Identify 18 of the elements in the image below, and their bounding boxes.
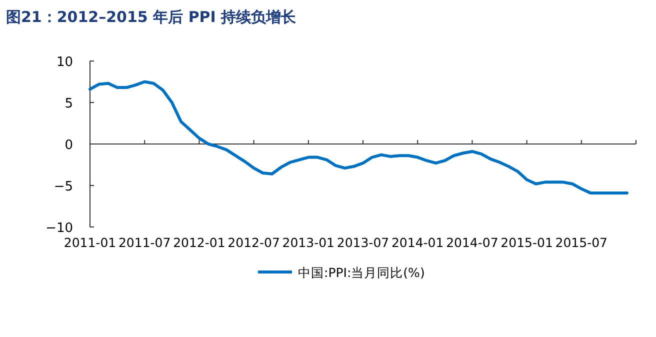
y-tick-label: 5 <box>64 96 73 112</box>
x-tick-label: 2015-01 <box>500 235 553 250</box>
x-tick-label: 2013-07 <box>336 235 390 250</box>
x-tick-label: 2011-01 <box>64 235 116 250</box>
chart-title: 图21：2012–2015 年后 PPI 持续负增长 <box>6 8 298 26</box>
x-tick-label: 2014-01 <box>391 235 444 250</box>
x-tick-label: 2013-01 <box>282 235 335 250</box>
y-tick-label: 10 <box>56 55 73 70</box>
x-tick-label: 2015-07 <box>555 235 608 250</box>
x-tick-label: 2014-07 <box>446 235 498 250</box>
x-tick-label: 2012-01 <box>173 235 226 250</box>
line-series <box>88 80 628 194</box>
x-tick-label: 2011-07 <box>118 235 171 250</box>
y-tick-label: −5 <box>54 180 73 194</box>
y-tick-label: 0 <box>64 138 73 153</box>
legend-label: 中国:PPI:当月同比(%) <box>298 265 425 280</box>
y-tick-label: −10 <box>46 221 73 236</box>
x-tick-label: 2012-07 <box>228 235 280 250</box>
